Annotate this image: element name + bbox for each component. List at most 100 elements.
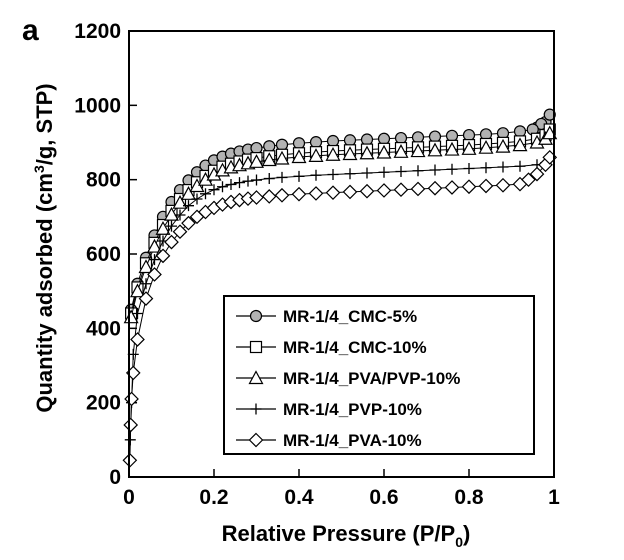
data-point <box>514 160 526 172</box>
y-tick-label: 1200 <box>74 20 121 43</box>
data-point <box>309 136 323 149</box>
data-point <box>155 220 171 235</box>
y-tick-label: 200 <box>86 392 121 415</box>
data-point <box>276 171 288 183</box>
data-point <box>376 183 392 198</box>
data-point <box>393 144 409 158</box>
series-4 <box>124 151 556 446</box>
legend-item: MR-1/4_PVP-10% <box>236 400 422 419</box>
data-point <box>263 140 276 153</box>
y-axis-title-main: Quantity adsorbed (cm <box>32 173 57 413</box>
panel-label: a <box>22 14 39 47</box>
data-point <box>326 134 340 148</box>
data-point <box>325 147 341 161</box>
legend-label: MR-1/4_CMC-5% <box>283 307 417 326</box>
data-point <box>274 187 290 203</box>
x-tick-label: 1 <box>548 486 560 509</box>
data-point <box>275 138 289 151</box>
data-point <box>427 180 443 196</box>
data-point <box>149 254 160 266</box>
legend-item: MR-1/4_CMC-5% <box>236 307 417 326</box>
x-axis-title-end: ) <box>463 521 470 546</box>
plot-series <box>122 108 558 468</box>
data-point <box>180 186 197 200</box>
data-point <box>495 177 511 193</box>
data-point <box>327 168 339 180</box>
x-tick-label: 0 <box>123 486 135 509</box>
series-3 <box>123 125 558 324</box>
legend-item: MR-1/4_PVA/PVP-10% <box>236 369 460 388</box>
data-point <box>310 169 322 181</box>
data-point <box>166 220 177 232</box>
x-tick-label: 0.2 <box>199 486 228 509</box>
legend-marker <box>248 370 264 385</box>
data-point <box>208 184 220 196</box>
data-point <box>261 189 277 204</box>
y-tick-label: 0 <box>109 466 121 489</box>
x-tick-label: 0.4 <box>284 486 314 509</box>
data-point <box>146 238 163 253</box>
y-axis-title-end: /g, STP) <box>32 83 57 165</box>
y-tick-label: 1000 <box>74 94 121 117</box>
y-axis-title-sup: 3 <box>31 165 47 173</box>
legend-label: MR-1/4_CMC-10% <box>283 338 427 357</box>
legend: MR-1/4_CMC-5% MR-1/4_CMC-10% MR-1/4_PVA/PV… <box>223 295 535 455</box>
plot-frame <box>128 30 555 478</box>
data-point <box>155 248 171 264</box>
legend-item: MR-1/4_PVA-10% <box>236 431 422 450</box>
data-point <box>427 142 443 157</box>
data-point <box>410 181 426 197</box>
data-point <box>395 165 407 177</box>
data-point <box>428 130 442 143</box>
data-point <box>394 131 408 145</box>
data-point <box>129 283 146 298</box>
data-point <box>377 132 391 145</box>
legend-marker <box>250 403 262 415</box>
data-point <box>191 193 203 205</box>
y-axis-title: Quantity adsorbed (cm3/g, STP) <box>31 83 57 412</box>
data-point <box>359 145 375 160</box>
data-point <box>495 138 511 153</box>
data-point <box>325 185 341 201</box>
data-point <box>429 164 441 176</box>
x-axis-title: Relative Pressure (P/P0) <box>222 521 471 550</box>
data-point <box>446 163 458 175</box>
data-point <box>445 129 459 142</box>
data-point <box>200 188 211 200</box>
x-axis-title-main: Relative Pressure (P/P <box>222 521 456 546</box>
y-tick-label: 400 <box>86 317 121 340</box>
data-point <box>225 178 237 190</box>
legend-marker <box>249 340 263 354</box>
data-point <box>444 141 460 156</box>
legend-marker <box>249 309 263 323</box>
series-5 <box>122 150 558 468</box>
data-point <box>343 134 357 147</box>
data-point <box>234 177 245 189</box>
data-point <box>478 178 494 194</box>
data-point <box>478 139 494 154</box>
data-point <box>393 182 409 198</box>
data-point <box>521 172 536 188</box>
legend-box <box>223 295 535 455</box>
data-point <box>513 125 527 138</box>
data-point <box>543 108 556 121</box>
data-point <box>308 186 324 201</box>
legend-label: MR-1/4_PVP-10% <box>283 400 422 419</box>
x-axis-title-sub: 0 <box>455 534 463 550</box>
data-point <box>140 278 152 290</box>
legend-label: MR-1/4_PVA-10% <box>283 431 422 450</box>
data-point <box>292 137 306 150</box>
data-point <box>344 168 356 180</box>
data-point <box>163 206 180 221</box>
data-point <box>248 154 265 168</box>
data-point <box>138 291 154 306</box>
legend-item: MR-1/4_CMC-10% <box>236 338 427 357</box>
data-point <box>250 141 263 155</box>
data-point <box>181 215 196 231</box>
data-point <box>217 181 228 193</box>
data-point <box>444 180 460 195</box>
data-point <box>359 183 375 199</box>
data-point <box>261 152 277 167</box>
y-tick-label: 800 <box>86 169 121 192</box>
